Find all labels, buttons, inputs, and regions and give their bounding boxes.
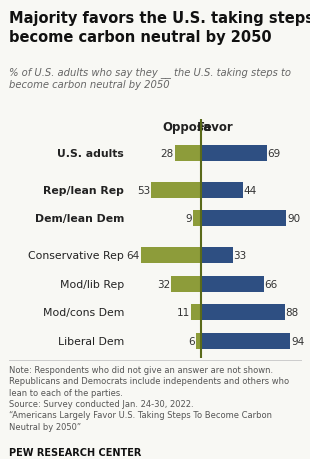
Bar [191,305,201,320]
Text: Rep/lean Rep: Rep/lean Rep [43,185,124,196]
Text: PEW RESEARCH CENTER: PEW RESEARCH CENTER [9,448,142,458]
Text: 6: 6 [188,336,195,346]
Text: 94: 94 [291,336,304,346]
Text: Liberal Dem: Liberal Dem [58,336,124,346]
Bar [193,211,201,227]
Text: Favor: Favor [197,121,234,134]
Text: 28: 28 [161,148,174,158]
Text: 88: 88 [286,308,299,318]
Text: 90: 90 [287,214,301,224]
Text: 53: 53 [137,185,150,196]
Text: Mod/lib Rep: Mod/lib Rep [60,279,124,289]
Text: Oppose: Oppose [162,121,212,134]
Bar [201,305,285,320]
Text: 44: 44 [244,185,257,196]
Text: % of U.S. adults who say they __ the U.S. taking steps to
become carbon neutral : % of U.S. adults who say they __ the U.S… [9,67,291,90]
Text: 32: 32 [157,279,170,289]
Text: Mod/cons Dem: Mod/cons Dem [43,308,124,318]
Text: 11: 11 [177,308,190,318]
Text: 64: 64 [126,251,140,261]
Bar [201,276,264,292]
Text: Note: Respondents who did not give an answer are not shown.
Republicans and Demo: Note: Respondents who did not give an an… [9,365,290,431]
Text: Conservative Rep: Conservative Rep [28,251,124,261]
Text: 9: 9 [185,214,192,224]
Text: Majority favors the U.S. taking steps to
become carbon neutral by 2050: Majority favors the U.S. taking steps to… [9,11,310,45]
Text: Dem/lean Dem: Dem/lean Dem [35,214,124,224]
Bar [171,276,201,292]
Bar [196,333,201,349]
Bar [201,248,232,263]
Text: U.S. adults: U.S. adults [57,148,124,158]
Text: 66: 66 [265,279,278,289]
Bar [201,183,243,198]
Bar [201,333,290,349]
Bar [141,248,201,263]
Bar [151,183,201,198]
Bar [201,146,267,161]
Text: 69: 69 [268,148,281,158]
Bar [175,146,201,161]
Bar [201,211,286,227]
Text: 33: 33 [233,251,247,261]
